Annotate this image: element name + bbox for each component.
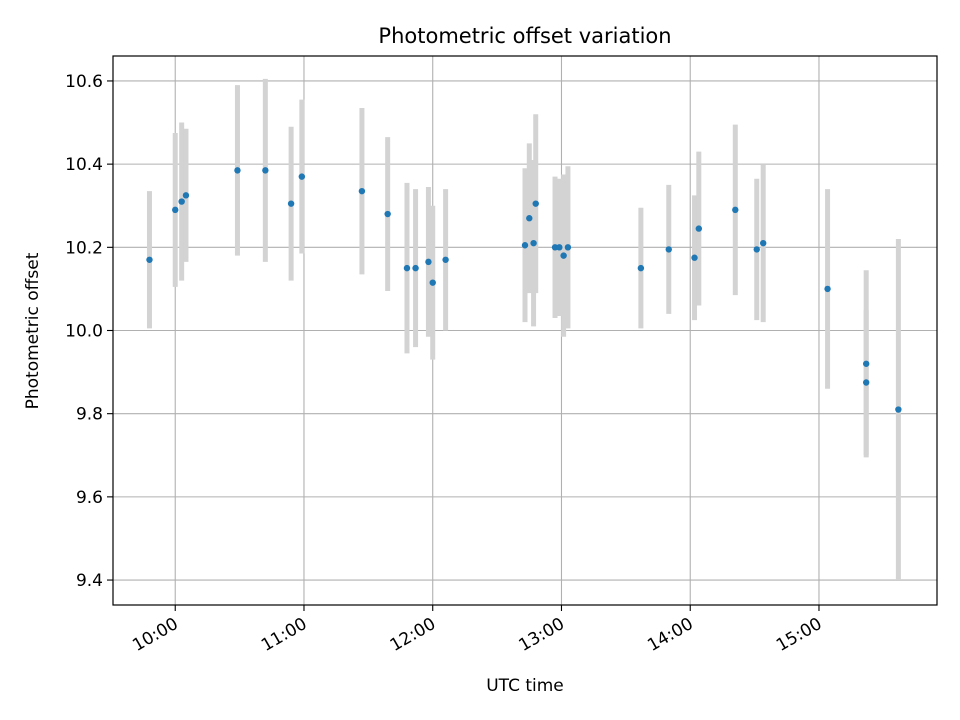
data-point xyxy=(287,200,295,207)
data-point xyxy=(403,264,411,272)
data-point xyxy=(146,256,153,263)
data-point xyxy=(298,173,306,180)
x-tick-label: 13:00 xyxy=(516,614,568,656)
data-point xyxy=(425,258,432,266)
data-point xyxy=(532,200,539,207)
data-point xyxy=(442,256,449,263)
data-point xyxy=(384,210,391,218)
y-tick-label: 9.4 xyxy=(76,571,103,591)
data-point xyxy=(564,244,572,251)
chart-title: Photometric offset variation xyxy=(378,24,671,48)
data-point xyxy=(824,285,831,293)
data-point xyxy=(695,225,703,232)
data-point xyxy=(262,167,269,174)
data-point xyxy=(732,206,739,214)
y-tick-label: 9.6 xyxy=(76,488,103,508)
data-point xyxy=(862,360,870,367)
data-point xyxy=(665,246,672,253)
data-points xyxy=(146,167,902,413)
error-bars xyxy=(146,78,901,581)
y-tick-label: 10.4 xyxy=(65,155,103,175)
y-axis-ticks: 9.4 9.6 9.8 10.0 10.2 10.4 10.6 xyxy=(65,72,113,591)
data-point xyxy=(412,264,419,272)
data-point xyxy=(526,215,533,222)
data-point xyxy=(178,198,185,205)
x-tick-label: 10:00 xyxy=(129,614,181,656)
data-point xyxy=(172,206,179,214)
x-tick-label: 14:00 xyxy=(644,614,696,656)
x-tick-label: 12:00 xyxy=(387,614,439,656)
data-point xyxy=(234,167,241,174)
grid-lines xyxy=(113,56,937,605)
data-point xyxy=(429,279,436,286)
x-tick-label: 15:00 xyxy=(773,614,825,656)
data-point xyxy=(862,379,870,386)
data-point xyxy=(691,254,698,261)
data-point xyxy=(556,244,563,251)
x-axis-title: UTC time xyxy=(486,676,564,696)
y-tick-label: 10.0 xyxy=(65,322,103,342)
data-point xyxy=(182,192,190,199)
data-point xyxy=(895,406,902,413)
y-tick-label: 10.6 xyxy=(65,72,103,92)
data-point xyxy=(521,242,529,249)
x-axis-ticks: 10:00 11:00 12:00 13:00 14:00 15:00 xyxy=(129,605,825,656)
data-point xyxy=(759,239,767,247)
y-axis-title: Photometric offset xyxy=(23,252,43,409)
data-point xyxy=(560,252,567,259)
data-point xyxy=(530,239,537,247)
y-tick-label: 9.8 xyxy=(76,405,103,425)
data-point xyxy=(358,187,366,195)
data-point xyxy=(637,264,645,272)
x-tick-label: 11:00 xyxy=(258,614,310,656)
data-point xyxy=(753,246,760,253)
y-tick-label: 10.2 xyxy=(65,238,103,258)
